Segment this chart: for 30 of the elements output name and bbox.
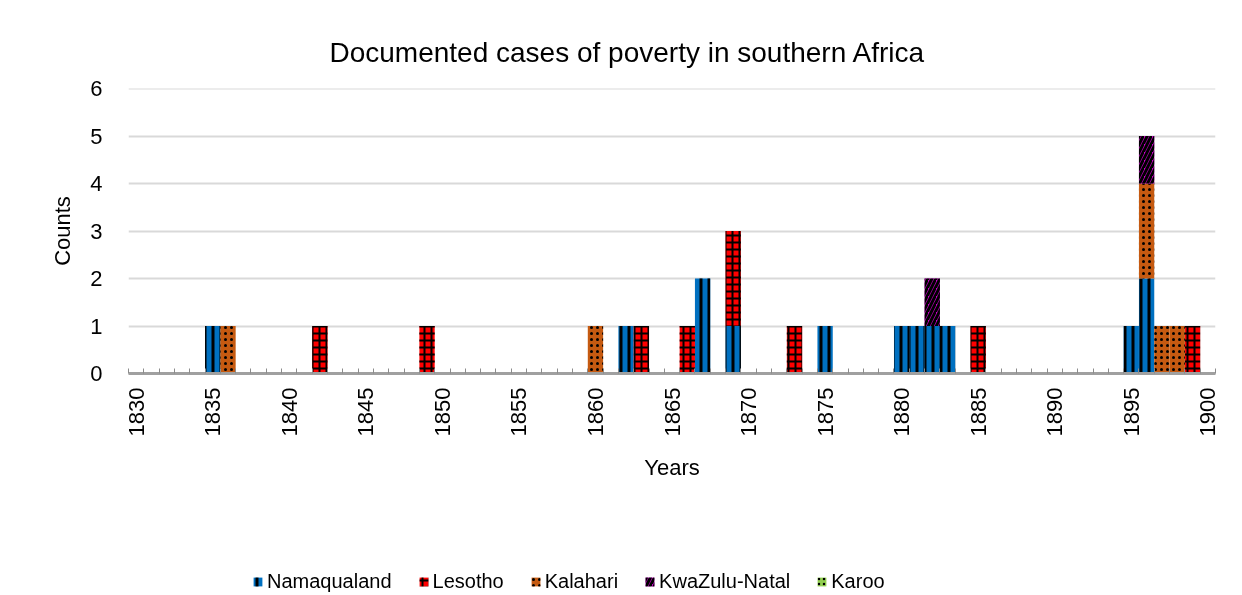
- x-tick-label: 1895: [1118, 387, 1144, 437]
- x-tick-label: 1830: [123, 387, 149, 437]
- y-tick-label: 3: [90, 218, 103, 244]
- x-tick-label: 1845: [353, 387, 379, 437]
- x-tick-label: 1875: [812, 387, 838, 437]
- x-tick-label: 1840: [276, 387, 302, 437]
- x-tick-label: 1835: [200, 387, 226, 437]
- x-tick-label: 1860: [582, 387, 608, 437]
- x-tick-label: 1890: [1042, 387, 1068, 437]
- y-tick-label: 5: [90, 123, 103, 149]
- x-axis-title: Years: [644, 455, 700, 481]
- x-tick-label: 1900: [1195, 387, 1221, 437]
- y-tick-label: 6: [90, 76, 103, 101]
- x-tick-label: 1855: [506, 387, 532, 437]
- x-tick-label: 1870: [736, 387, 762, 437]
- y-tick-label: 1: [90, 313, 103, 339]
- y-axis-title: Counts: [50, 196, 76, 266]
- chart-title: Documented cases of poverty in southern Africa: [329, 36, 925, 68]
- legend-label: Namaqualand: [267, 570, 392, 593]
- y-tick-label: 0: [90, 361, 103, 386]
- y-tick-label: 2: [90, 266, 103, 291]
- y-tick-label: 4: [90, 171, 103, 196]
- legend-label: Lesotho: [432, 570, 504, 593]
- x-tick-label: 1880: [889, 387, 915, 437]
- x-tick-label: 1885: [965, 387, 991, 437]
- legend-label: KwaZulu-Natal: [659, 570, 791, 593]
- x-tick-label: 1865: [659, 387, 685, 437]
- legend-label: Kalahari: [544, 570, 619, 593]
- x-tick-label: 1850: [429, 387, 455, 437]
- legend-label: Karoo: [831, 570, 885, 593]
